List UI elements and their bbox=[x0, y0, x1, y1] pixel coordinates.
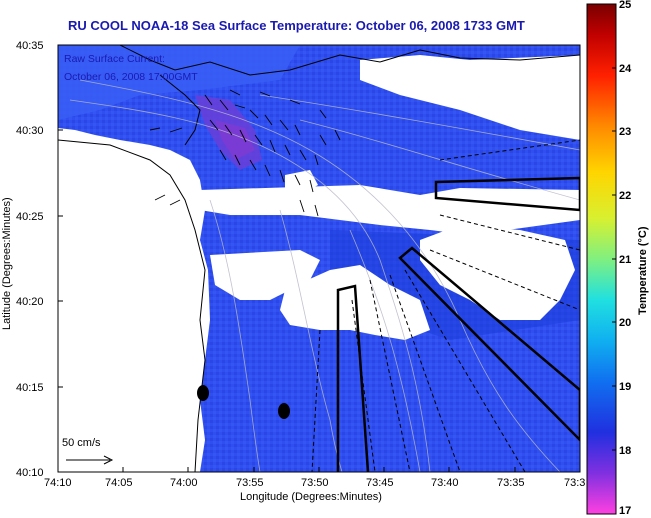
colorbar-tick: 23 bbox=[619, 126, 631, 138]
x-tick-label: 73:40 bbox=[431, 477, 459, 489]
colorbar-tick: 21 bbox=[619, 254, 631, 266]
colorbar-tick: 17 bbox=[619, 505, 631, 517]
station-marker bbox=[197, 385, 209, 401]
land-shore bbox=[58, 140, 205, 472]
map-plot-area: Raw Surface Current: October 06, 2008 17… bbox=[58, 45, 580, 472]
y-tick-label: 40:35 bbox=[16, 40, 44, 52]
y-tick-label: 40:20 bbox=[16, 296, 44, 308]
overlay-line2: October 06, 2008 17:00GMT bbox=[64, 71, 198, 83]
x-axis-label: Longitude (Degrees:Minutes) bbox=[240, 491, 382, 503]
x-tick-label: 74:00 bbox=[170, 477, 198, 489]
y-tick-label: 40:30 bbox=[16, 125, 44, 137]
colorbar-gradient bbox=[586, 3, 617, 515]
transect-lines bbox=[311, 139, 580, 472]
x-tick-label: 73:35 bbox=[497, 477, 525, 489]
x-tick-label: 74:10 bbox=[44, 477, 72, 489]
map-title-text: RU COOL NOAA-18 Sea Surface Temperature:… bbox=[68, 18, 525, 33]
x-tick-label: 73:55 bbox=[236, 477, 264, 489]
colorbar-tick: 20 bbox=[619, 317, 631, 329]
x-tick-label: 73:50 bbox=[301, 477, 329, 489]
colorbar-tick: 24 bbox=[619, 63, 632, 75]
y-axis: 40:35 40:30 40:25 40:20 40:15 40:10 Lati… bbox=[1, 40, 63, 479]
y-axis-label: Latitude (Degrees:Minutes) bbox=[1, 197, 13, 330]
y-tick-label: 40:15 bbox=[16, 382, 44, 394]
x-tick-label: 74:05 bbox=[105, 477, 133, 489]
scale-label: 50 cm/s bbox=[62, 437, 101, 449]
x-tick-label: 73:45 bbox=[366, 477, 394, 489]
colorbar-label: Temperature (°C) bbox=[637, 226, 649, 315]
colorbar-tick: 19 bbox=[619, 381, 631, 393]
x-tick-label: 73:3 bbox=[564, 477, 585, 489]
overlay-line1: Raw Surface Current: bbox=[64, 53, 165, 65]
x-axis: 74:10 74:05 74:00 73:55 73:50 73:45 73:4… bbox=[44, 467, 585, 503]
colorbar-tick: 25 bbox=[619, 0, 631, 11]
colorbar-tick: 22 bbox=[619, 190, 631, 202]
colorbar-tick: 18 bbox=[619, 445, 631, 457]
sea-surface-temperature-field bbox=[58, 45, 580, 472]
y-tick-label: 40:10 bbox=[16, 467, 44, 479]
sampling-boxes bbox=[336, 176, 580, 472]
station-marker bbox=[278, 403, 290, 419]
y-tick-label: 40:25 bbox=[16, 211, 44, 223]
current-vectors bbox=[149, 89, 341, 217]
colorbar: 25 24 23 22 21 20 19 18 17 Temperature (… bbox=[586, 0, 649, 517]
